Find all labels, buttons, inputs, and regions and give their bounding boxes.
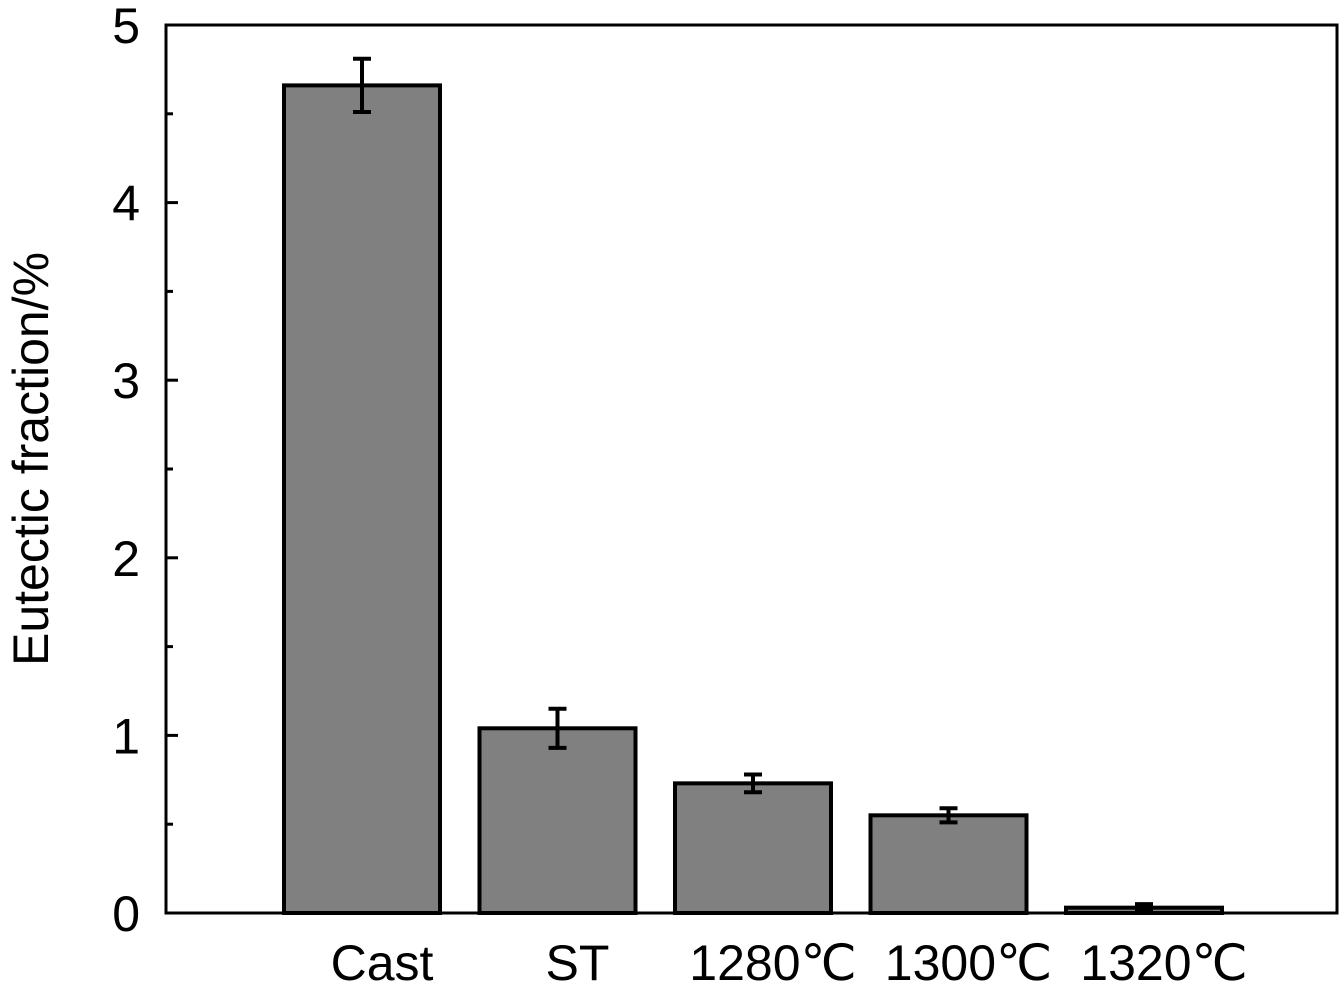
y-tick-label-1: 1 xyxy=(112,708,140,764)
y-axis-title: Eutectic fraction/% xyxy=(3,252,59,666)
bar-3 xyxy=(868,813,1029,916)
error-bar-3 xyxy=(939,806,958,825)
bar-1 xyxy=(477,726,638,916)
bar-2 xyxy=(673,781,833,915)
y-tick-label-4: 4 xyxy=(112,176,140,232)
error-bars-group xyxy=(353,56,1153,914)
bar-0 xyxy=(282,83,442,916)
error-bar-0 xyxy=(353,56,371,115)
x-labels-group: Cast ST 1280℃ 1300℃ 1320℃ xyxy=(331,935,1248,984)
y-tick-label-5: 5 xyxy=(112,0,140,54)
y-ticks-group: 0 1 2 3 4 5 xyxy=(112,0,178,942)
error-bar-1 xyxy=(548,706,567,750)
x-tick-label-1: ST xyxy=(546,935,610,984)
x-tick-label-0: Cast xyxy=(331,935,434,984)
y-tick-label-0: 0 xyxy=(112,886,140,942)
x-tick-label-3: 1300℃ xyxy=(885,935,1052,984)
y-tick-label-2: 2 xyxy=(112,531,140,587)
x-tick-label-2: 1280℃ xyxy=(689,935,856,984)
error-bar-2 xyxy=(744,772,762,795)
y-tick-label-3: 3 xyxy=(112,353,140,409)
x-tick-label-4: 1320℃ xyxy=(1080,935,1247,984)
error-bar-4 xyxy=(1135,902,1153,914)
